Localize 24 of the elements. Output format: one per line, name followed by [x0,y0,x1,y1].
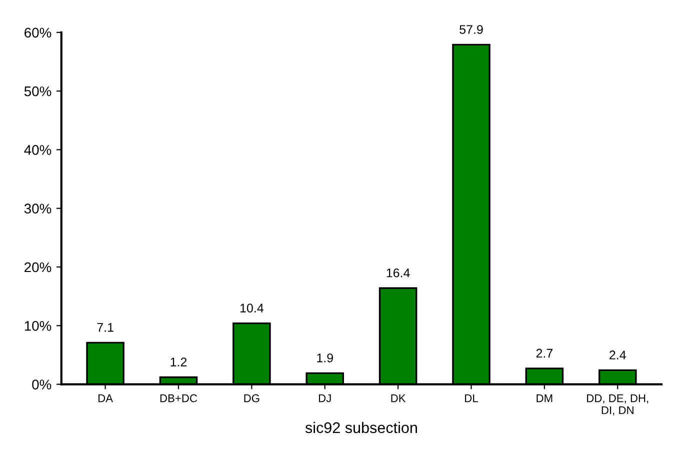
data-label: 1.9 [317,353,333,362]
data-label: 2.7 [536,348,552,358]
y-tick-label: 0% [32,380,52,390]
x-tick-label: DG [244,394,260,402]
x-axis-title: sic92 subsection [305,422,417,434]
data-label: 10.4 [240,304,264,312]
x-tick-label: DM [536,394,552,402]
data-label: 16.4 [386,268,410,278]
y-tick-label: 50% [24,86,52,96]
data-label: 7.1 [97,323,114,332]
y-tick-label: 10% [24,320,52,331]
y-tick-label: 20% [24,262,52,272]
y-tick-label: 60% [24,28,52,38]
y-tick-label: 40% [24,145,52,155]
x-tick-label: DK [391,394,406,402]
x-tick-label: DA [98,394,113,402]
y-tick-label: 30% [24,204,52,214]
data-label: 2.4 [610,350,626,360]
x-tick-label: DB+DC [160,394,198,402]
x-tick-label: DL [465,394,478,402]
x-tick-label: DD, DE, DH, DI, DN [587,394,648,416]
x-tick-label: DJ [318,394,331,402]
data-label: 1.2 [170,358,187,366]
data-label: 57.9 [460,25,483,34]
